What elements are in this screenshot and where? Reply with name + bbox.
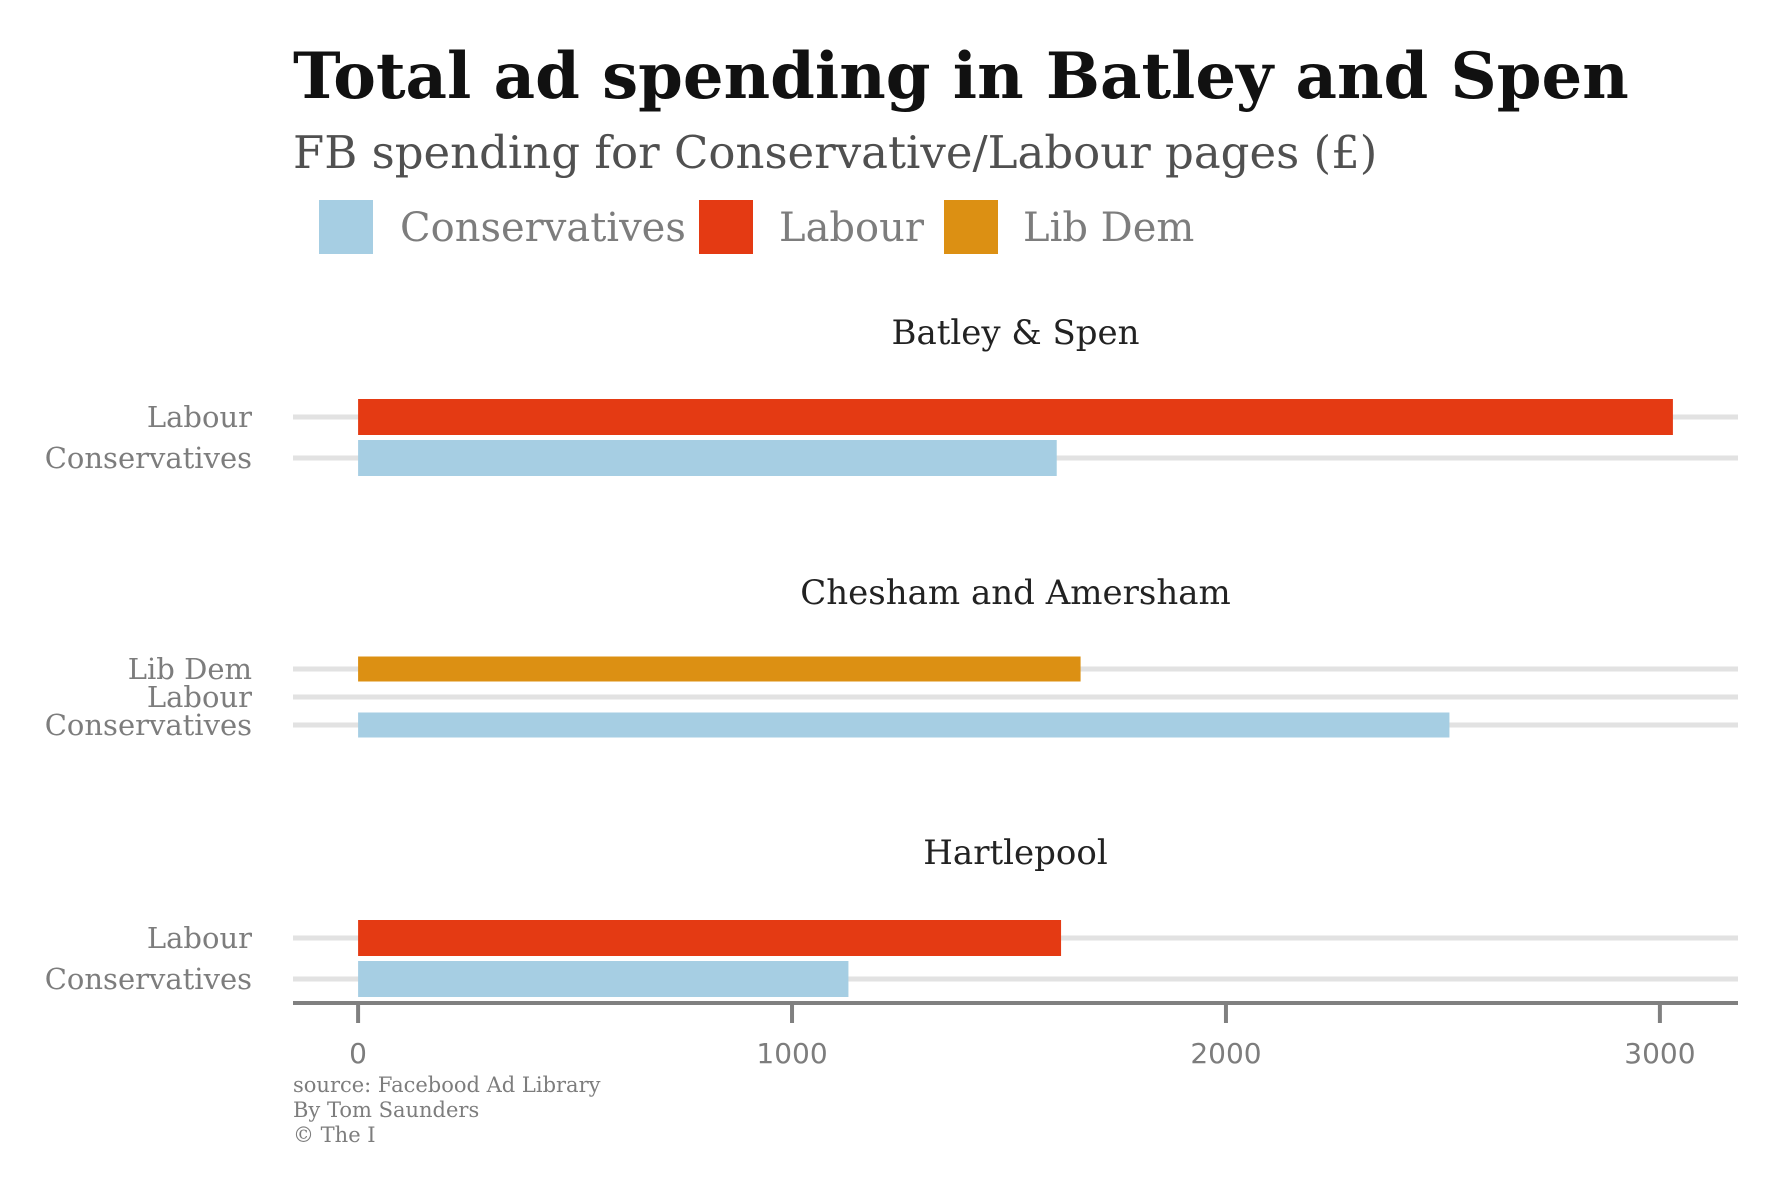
chart-subtitle: FB spending for Conservative/Labour page… — [293, 126, 1377, 179]
bar-hartlepool-conservatives — [358, 961, 849, 997]
category-label: Conservatives — [45, 708, 252, 742]
category-label: Labour — [147, 921, 252, 955]
legend-swatch-labour — [699, 200, 753, 254]
legend: Conservatives Labour Lib Dem — [319, 200, 1194, 254]
category-label: Labour — [147, 400, 252, 434]
legend-swatch-lib-dem — [944, 200, 998, 254]
caption-source: source: Facebood Ad Library — [293, 1073, 601, 1097]
legend-label-labour: Labour — [779, 205, 925, 251]
legend-label-conservatives: Conservatives — [400, 205, 686, 251]
bar-hartlepool-labour — [358, 920, 1062, 956]
chart-title: Total ad spending in Batley and Spen — [293, 39, 1629, 114]
category-label: Labour — [147, 680, 252, 714]
category-label: Conservatives — [45, 962, 252, 996]
bar-chesham-and-amersham-conservatives — [358, 712, 1450, 738]
facet-title: Batley & Spen — [891, 313, 1139, 353]
bar-batley-spen-labour — [358, 399, 1673, 435]
facet-panels: Batley & SpenLabourConservativesChesham … — [45, 313, 1738, 997]
facet-title: Chesham and Amersham — [800, 573, 1230, 613]
x-tick-label: 3000 — [1624, 1037, 1695, 1070]
legend-label-lib-dem: Lib Dem — [1023, 205, 1194, 251]
x-tick-label: 2000 — [1190, 1037, 1261, 1070]
x-tick-label: 0 — [349, 1037, 367, 1070]
category-label: Conservatives — [45, 441, 252, 475]
facet-hartlepool: Hartlepool Labour Conservatives — [45, 833, 1738, 997]
caption: source: Facebood Ad Library By Tom Saund… — [293, 1073, 601, 1147]
facet-title: Hartlepool — [923, 833, 1107, 873]
bar-chesham-and-amersham-lib-dem — [358, 656, 1081, 682]
caption-author: By Tom Saunders — [293, 1098, 479, 1122]
facet-chesham-and-amersham: Chesham and Amersham Lib DemLabourConserv… — [45, 573, 1738, 742]
x-tick-label: 1000 — [756, 1037, 827, 1070]
bar-batley-spen-conservatives — [358, 440, 1057, 476]
category-label: Lib Dem — [128, 652, 252, 686]
legend-swatch-conservatives — [319, 200, 373, 254]
x-axis: 0 1000 2000 3000 — [293, 1001, 1738, 1070]
caption-copyright: © The I — [293, 1123, 376, 1147]
facet-batley-spen: Batley & Spen Labour Conservatives — [45, 313, 1738, 476]
